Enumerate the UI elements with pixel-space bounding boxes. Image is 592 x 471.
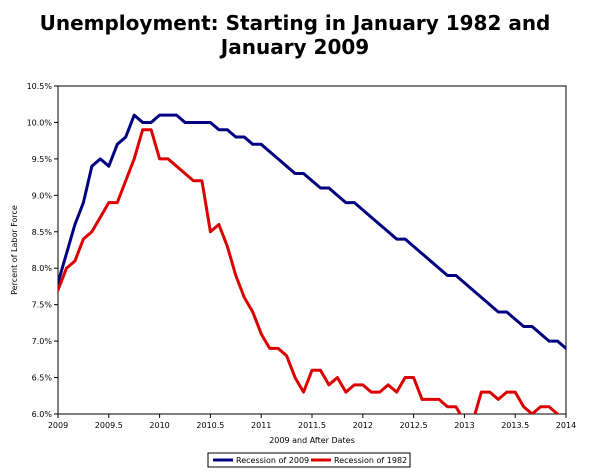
y-tick-label: 7.0% bbox=[32, 337, 53, 346]
series-lines bbox=[58, 113, 566, 414]
x-tick-label: 2010.5 bbox=[196, 421, 224, 430]
y-tick-label: 10.0% bbox=[27, 118, 53, 127]
x-tick-label: 2012 bbox=[353, 421, 373, 430]
x-axis-ticks: 2009 2009.5 2010 2010.5 2011 2011.5 2012 2012.5… bbox=[48, 414, 576, 430]
x-tick-label: 2010 bbox=[149, 421, 169, 430]
y-tick-label: 9.0% bbox=[32, 191, 53, 200]
y-tick-label: 7.5% bbox=[32, 301, 53, 310]
x-tick-label: 2009.5 bbox=[95, 421, 123, 430]
x-tick-label: 2009 bbox=[48, 421, 68, 430]
chart-title-line-2: January 2009 bbox=[219, 35, 369, 59]
y-tick-label: 8.5% bbox=[32, 228, 53, 237]
legend-box bbox=[207, 452, 411, 468]
x-axis-label: 2009 and After Dates bbox=[269, 436, 355, 445]
x-tick-label: 2013.5 bbox=[501, 421, 529, 430]
legend-label-recession-2009: Recession of 2009 bbox=[236, 456, 309, 465]
chart-title-line-1: Unemployment: Starting in January 1982 a… bbox=[40, 11, 551, 35]
x-tick-label: 2012.5 bbox=[400, 421, 428, 430]
x-tick-label: 2011 bbox=[251, 421, 271, 430]
legend-label-recession-1982: Recession of 1982 bbox=[334, 456, 407, 465]
y-axis-label: Percent of Labor Force bbox=[10, 205, 19, 295]
legend: Recession of 2009 Recession of 1982 bbox=[207, 452, 411, 468]
y-axis-ticks: 6.0% 6.5% 7.0% 7.5% 8.0% 8.5% 9.0% 9.5% 10.0% 10.… bbox=[27, 82, 58, 419]
y-tick-label: 10.5% bbox=[27, 82, 53, 91]
y-tick-label: 6.0% bbox=[32, 410, 53, 419]
y-tick-label: 9.5% bbox=[32, 155, 53, 164]
chart-title: Unemployment: Starting in January 1982 a… bbox=[40, 11, 551, 59]
y-tick-label: 6.5% bbox=[32, 374, 53, 383]
x-tick-label: 2014 bbox=[556, 421, 576, 430]
y-tick-label: 8.0% bbox=[32, 264, 53, 273]
x-tick-label: 2011.5 bbox=[298, 421, 326, 430]
plot-area bbox=[57, 85, 567, 415]
series-line-recession-1982 bbox=[58, 128, 560, 414]
x-tick-label: 2013 bbox=[454, 421, 474, 430]
series-line-recession-2009 bbox=[58, 113, 566, 350]
